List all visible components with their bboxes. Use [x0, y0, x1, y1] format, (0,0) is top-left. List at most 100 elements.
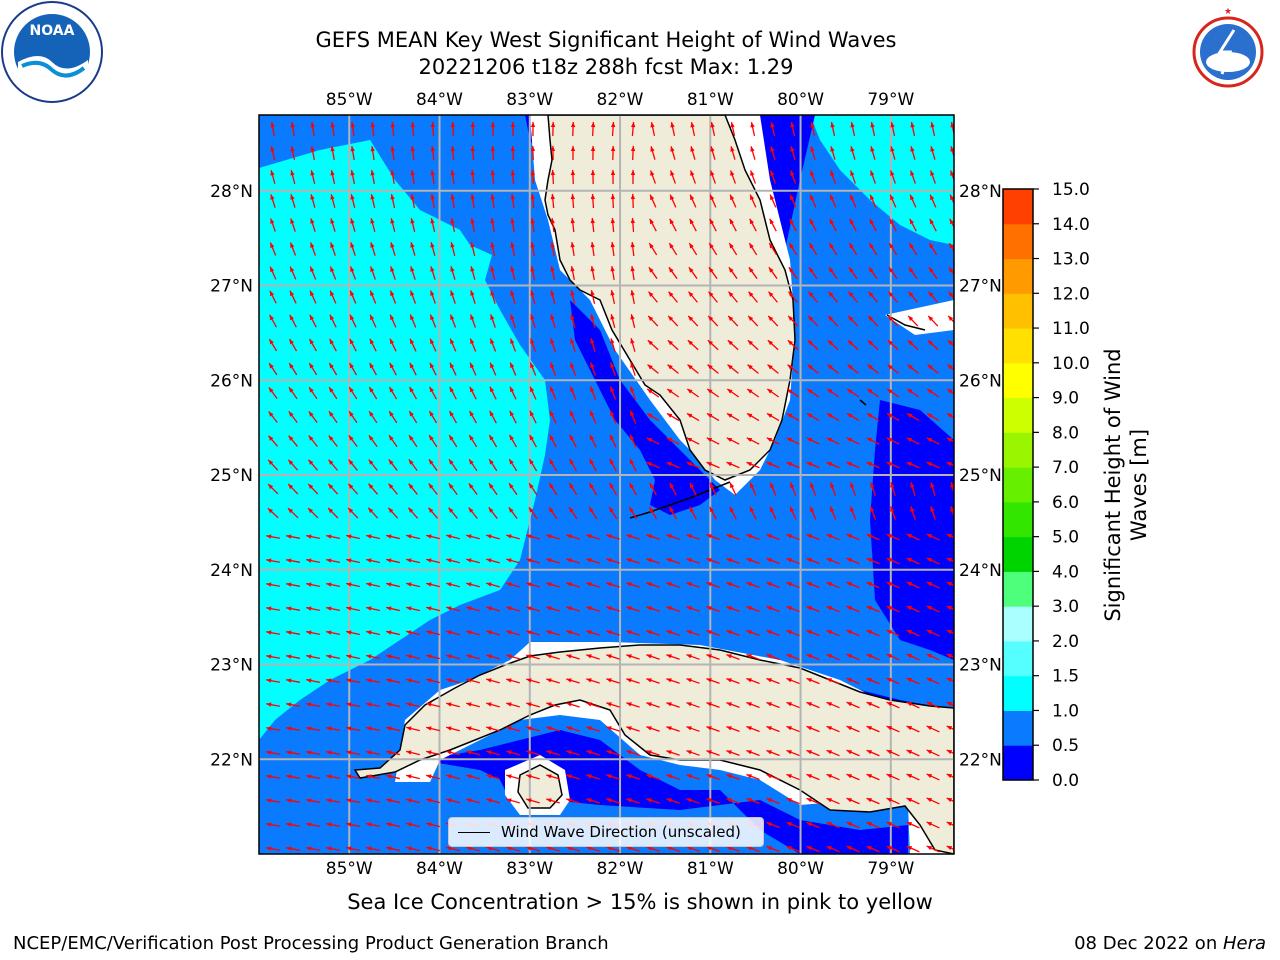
wave-direction-arrow [270, 170, 276, 184]
wave-direction-arrow [549, 362, 557, 376]
wave-direction-arrow [390, 218, 396, 232]
wave-direction-arrow [510, 217, 515, 233]
lon-label-top: 82°W [597, 90, 644, 110]
wave-direction-arrow [867, 364, 879, 374]
wave-direction-arrow [506, 846, 520, 852]
wave-direction-arrow [606, 582, 620, 588]
wave-direction-arrow [766, 725, 780, 733]
wave-direction-arrow [488, 458, 498, 472]
wave-direction-arrow [409, 338, 417, 352]
wave-direction-arrow [846, 701, 860, 709]
wave-direction-arrow [326, 822, 340, 828]
wave-direction-arrow [406, 630, 420, 636]
wave-direction-arrow [486, 702, 500, 708]
wave-direction-arrow [448, 483, 458, 495]
wave-direction-arrow [786, 773, 800, 781]
wave-direction-arrow [450, 266, 456, 280]
wave-direction-arrow [366, 678, 380, 684]
wave-direction-arrow [726, 388, 740, 398]
wave-direction-arrow [366, 630, 380, 636]
wave-direction-arrow [686, 437, 700, 445]
wave-direction-arrow [265, 630, 281, 635]
wave-direction-arrow [286, 702, 300, 707]
wave-direction-arrow [606, 846, 620, 852]
wave-direction-arrow [628, 506, 638, 520]
wave-direction-arrow [609, 434, 617, 448]
colorbar-segment [1003, 362, 1033, 399]
wave-direction-arrow [366, 534, 380, 540]
wave-direction-arrow [326, 798, 340, 804]
wave-direction-arrow [368, 434, 378, 448]
wave-direction-arrow [366, 654, 380, 660]
wave-direction-arrow [709, 194, 717, 208]
wave-direction-arrow [506, 774, 520, 780]
wave-direction-arrow [846, 653, 860, 661]
wave-direction-arrow [646, 461, 660, 469]
wave-direction-arrow [350, 170, 356, 184]
wave-direction-arrow [646, 678, 660, 684]
wave-direction-arrow [466, 702, 480, 708]
wave-direction-arrow [470, 290, 476, 304]
wave-direction-arrow [530, 266, 536, 280]
wave-direction-arrow [490, 169, 495, 185]
wave-direction-arrow [729, 218, 737, 232]
wave-direction-arrow [630, 121, 636, 137]
wave-direction-arrow [630, 290, 635, 304]
wave-direction-arrow [646, 412, 660, 422]
wave-direction-arrow [810, 146, 816, 160]
wave-direction-arrow [786, 749, 800, 757]
wave-direction-arrow [588, 482, 598, 496]
wave-direction-arrow [386, 798, 400, 804]
wave-direction-arrow [306, 582, 320, 587]
wave-direction-arrow [426, 750, 440, 756]
wave-direction-arrow [610, 241, 615, 257]
wave-direction-arrow [648, 266, 658, 280]
wave-direction-arrow [766, 845, 780, 853]
wave-direction-arrow [606, 750, 620, 756]
wave-direction-arrow [689, 218, 697, 232]
wave-direction-arrow [286, 654, 300, 659]
wave-direction-arrow [586, 654, 600, 660]
wave-direction-arrow [265, 750, 281, 755]
wave-direction-arrow [450, 218, 456, 232]
wave-direction-arrow [570, 121, 576, 137]
wave-direction-arrow [586, 630, 600, 636]
wave-direction-arrow [446, 630, 460, 636]
wave-direction-arrow [329, 290, 337, 304]
wave-direction-arrow [470, 218, 475, 232]
wave-direction-arrow [570, 145, 576, 161]
wave-direction-arrow [726, 581, 740, 589]
wave-direction-arrow [626, 678, 640, 684]
wave-direction-arrow [826, 797, 840, 805]
wave-direction-arrow [686, 558, 700, 564]
wave-direction-arrow [267, 459, 279, 471]
wave-direction-arrow [866, 821, 880, 829]
wave-direction-arrow [610, 217, 616, 233]
wave-direction-arrow [786, 605, 800, 613]
wave-direction-arrow [606, 774, 620, 780]
wave-direction-arrow [526, 798, 540, 804]
wave-direction-arrow [566, 726, 580, 732]
wave-direction-arrow [346, 798, 360, 804]
wave-direction-arrow [726, 701, 740, 709]
wave-direction-arrow [766, 533, 780, 541]
wave-direction-arrow [529, 410, 537, 424]
wave-direction-arrow [667, 339, 679, 351]
wave-direction-arrow [590, 193, 596, 209]
wave-direction-arrow [586, 702, 600, 708]
wave-direction-arrow [787, 315, 799, 327]
wave-direction-arrow [589, 386, 597, 400]
wave-direction-arrow [348, 459, 358, 471]
wave-direction-arrow [470, 145, 476, 161]
wave-direction-arrow [330, 194, 336, 208]
wave-direction-arrow [670, 122, 676, 136]
wave-direction-arrow [728, 291, 738, 303]
wave-direction-arrow [466, 582, 480, 588]
wave-direction-arrow [688, 291, 698, 303]
wave-direction-arrow [530, 290, 536, 304]
wave-direction-arrow [330, 242, 336, 256]
wave-direction-arrow [586, 750, 600, 756]
wave-direction-arrow [906, 725, 920, 733]
wave-direction-arrow [366, 558, 380, 564]
wave-direction-arrow [528, 482, 538, 496]
